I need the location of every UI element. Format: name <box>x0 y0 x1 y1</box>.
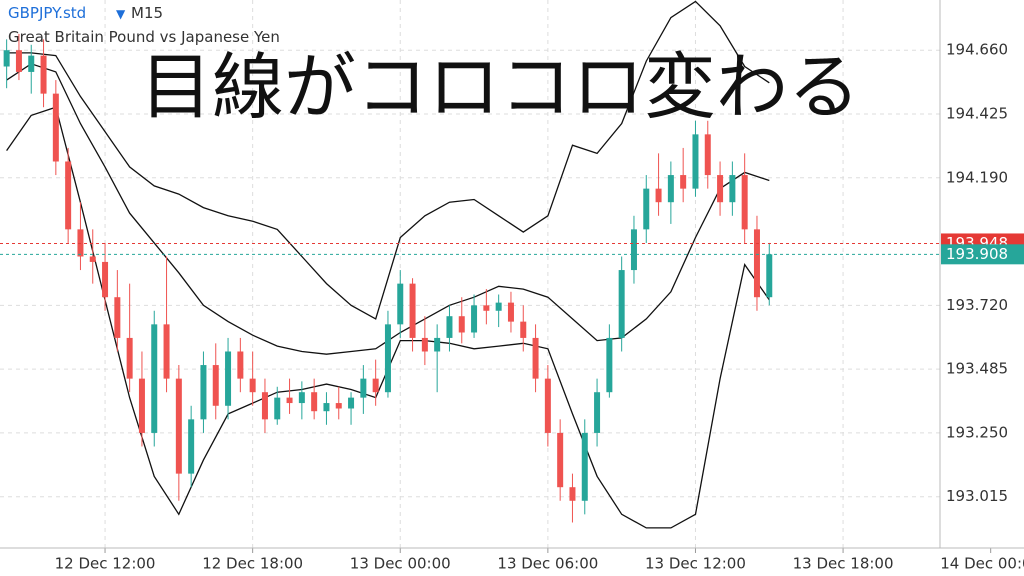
candle-body <box>397 283 404 325</box>
candle-body <box>421 337 428 352</box>
candle-body <box>212 365 219 406</box>
candle-body <box>581 432 588 501</box>
candle-body <box>28 55 35 72</box>
candle-body <box>507 302 514 322</box>
candle-body <box>126 337 133 379</box>
price-label-box <box>941 244 1024 265</box>
candle-body <box>630 229 637 271</box>
candle-body <box>704 134 711 176</box>
candle-body <box>188 419 195 474</box>
candle-body <box>655 188 662 203</box>
y-tick-label: 193.015 <box>946 487 1008 505</box>
y-tick-label: 194.190 <box>946 168 1008 186</box>
candle-body <box>557 432 564 488</box>
plot-area <box>0 0 940 548</box>
candle-body <box>15 50 22 72</box>
candle-body <box>532 337 539 379</box>
x-tick-label: 12 Dec 12:00 <box>55 555 156 573</box>
candle-body <box>225 351 232 406</box>
candle-body <box>298 392 305 404</box>
candle-body <box>323 403 330 412</box>
x-tick-label: 13 Dec 12:00 <box>645 555 746 573</box>
candle-body <box>618 270 625 338</box>
description: Great Britain Pound vs Japanese Yen <box>8 28 280 46</box>
candle-body <box>175 378 182 474</box>
y-tick-label: 194.425 <box>946 104 1008 122</box>
candle-body <box>311 392 318 412</box>
candle-body <box>3 50 10 67</box>
candle-body <box>274 397 281 420</box>
candle-body <box>753 229 760 298</box>
x-tick-label: 13 Dec 00:00 <box>350 555 451 573</box>
candle-body <box>40 55 47 94</box>
candle-body <box>692 134 699 189</box>
candle-body <box>483 305 490 311</box>
candle-body <box>495 302 502 311</box>
candle-body <box>606 337 613 393</box>
candle-body <box>163 324 170 379</box>
candle-body <box>261 392 268 420</box>
timeframe[interactable]: M15 <box>131 4 163 22</box>
band-line <box>6 0 770 320</box>
candle-body <box>114 297 121 338</box>
candle-body <box>594 392 601 433</box>
candle-body <box>200 365 207 420</box>
candle-body <box>520 321 527 338</box>
candle-body <box>102 261 109 298</box>
candle-body <box>729 175 736 203</box>
x-tick-label: 14 Dec 00:00 <box>940 555 1024 573</box>
candle-body <box>766 254 773 298</box>
candle-body <box>471 305 478 333</box>
dropdown-icon[interactable]: ▼ <box>116 7 126 21</box>
x-tick-label: 13 Dec 06:00 <box>497 555 598 573</box>
candle-body <box>360 378 367 398</box>
candle-body <box>372 378 379 393</box>
candle-body <box>249 378 256 393</box>
candle-body <box>151 324 158 433</box>
candle-body <box>286 397 293 404</box>
candle-body <box>409 283 416 338</box>
price-label: 193.908 <box>946 245 1008 263</box>
candle-body <box>667 175 674 203</box>
candle-body <box>446 316 453 338</box>
candle-body <box>717 175 724 203</box>
candle-body <box>52 93 59 162</box>
candle-body <box>680 175 687 189</box>
candle-body <box>348 397 355 409</box>
candle-body <box>434 337 441 352</box>
candle-body <box>384 324 391 393</box>
symbol[interactable]: GBPJPY.std <box>8 4 86 22</box>
y-tick-label: 193.250 <box>946 423 1008 441</box>
candle-body <box>458 316 465 333</box>
y-tick-label: 193.720 <box>946 296 1008 314</box>
candle-body <box>643 188 650 230</box>
candle-body <box>569 487 576 501</box>
x-tick-label: 12 Dec 18:00 <box>202 555 303 573</box>
candle-body <box>138 378 145 433</box>
candle-body <box>65 161 72 230</box>
candle-body <box>237 351 244 379</box>
candle-body <box>89 256 96 262</box>
x-tick-label: 13 Dec 18:00 <box>793 555 894 573</box>
candle-body <box>741 175 748 230</box>
candle-body <box>335 403 342 409</box>
overlay-text: 目線がコロコロ変わる <box>140 45 860 129</box>
y-tick-label: 193.485 <box>946 360 1008 378</box>
y-tick-label: 194.660 <box>946 41 1008 59</box>
candle-body <box>77 229 84 257</box>
candle-body <box>544 378 551 433</box>
